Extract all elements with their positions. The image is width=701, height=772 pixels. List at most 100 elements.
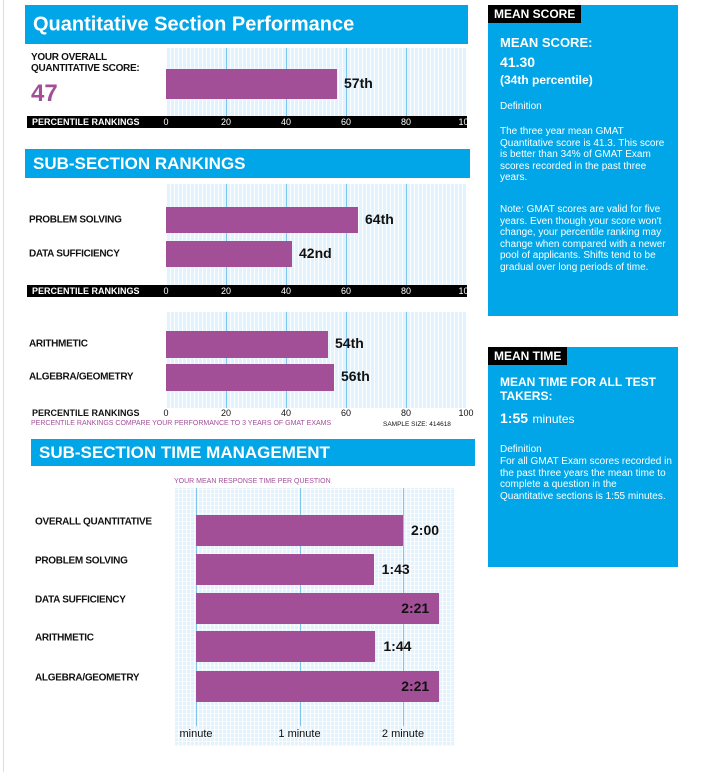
axis-tick-label: 100	[458, 117, 474, 127]
subsection-rankings-axis-1: PERCENTILE RANKINGS 0 20 40 60 80 100	[27, 285, 474, 297]
time-value-label: 2:21	[401, 600, 430, 616]
time-value-label: 2:00	[411, 522, 440, 538]
time-value-label: 1:43	[381, 561, 410, 577]
time-axis-tick-label: minute	[179, 728, 213, 740]
overall-score-label: YOUR OVERALL QUANTITATIVE SCORE:	[31, 52, 140, 74]
overall-score-label-line2: QUANTITATIVE SCORE:	[31, 63, 140, 74]
mean-score-note: Note: GMAT scores are valid for five yea…	[500, 204, 666, 273]
percentile-value-label: 42nd	[299, 245, 332, 261]
percentile-value-label: 56th	[341, 368, 370, 384]
axis-title: PERCENTILE RANKINGS	[32, 286, 140, 296]
category-label-data-sufficiency: DATA SUFFICIENCY	[29, 248, 120, 260]
axis-tick-label: 60	[340, 117, 352, 127]
mean-time-heading: MEAN TIME FOR ALL TEST TAKERS:	[500, 375, 656, 403]
time-management-title: SUB-SECTION TIME MANAGEMENT	[39, 442, 330, 462]
gridline	[346, 184, 347, 286]
mean-score-heading: MEAN SCORE:	[500, 35, 593, 50]
mean-time-value: 1:55	[500, 410, 529, 426]
gridline	[226, 184, 227, 286]
gridline	[286, 312, 287, 408]
axis-tick-label: 0	[163, 408, 169, 418]
time-bar-algebra-geometry	[196, 670, 440, 702]
category-label-arithmetic: ARITHMETIC	[29, 338, 88, 350]
time-category-label-algebra-geometry: ALGEBRA/GEOMETRY	[35, 672, 140, 684]
axis-tick-label: 0	[163, 286, 169, 296]
axis-tick-label: 40	[280, 286, 292, 296]
axis-tick-label: 40	[280, 117, 292, 127]
gridline	[406, 48, 407, 116]
percentile-value-label: 57th	[344, 75, 373, 91]
percentile-bar-arithmetic	[166, 330, 328, 358]
axis-tick-label: 20	[220, 117, 232, 127]
subsection-rankings-banner: SUB-SECTION RANKINGS	[25, 149, 470, 178]
mean-time-tag: MEAN TIME	[488, 347, 568, 365]
page-title-banner: Quantitative Section Performance	[25, 5, 468, 44]
mean-score-tag: MEAN SCORE	[488, 5, 582, 23]
time-category-label-data-sufficiency: DATA SUFFICIENCY	[35, 594, 126, 606]
time-category-label-problem-solving: PROBLEM SOLVING	[35, 555, 128, 567]
mean-score-definition-label: Definition	[500, 101, 542, 112]
time-bar-overall-quantitative	[196, 514, 403, 546]
time-management-banner: SUB-SECTION TIME MANAGEMENT	[31, 439, 475, 466]
time-value-label: 2:21	[401, 678, 430, 694]
gridline	[406, 184, 407, 286]
axis-tick-label: 60	[340, 286, 352, 296]
mean-score-value: 41.30	[500, 54, 536, 70]
page-title: Quantitative Section Performance	[33, 13, 355, 35]
axis-tick-label: 80	[400, 408, 412, 418]
time-bar-arithmetic	[196, 630, 376, 662]
overall-score-value: 47	[31, 80, 58, 107]
mean-score-definition: The three year mean GMAT Quantitative sc…	[500, 126, 665, 183]
axis-tick-label: 100	[458, 408, 474, 418]
time-axis-tick-label: 2 minute	[381, 728, 425, 740]
axis-title: PERCENTILE RANKINGS	[32, 117, 140, 127]
percentile-footnote: PERCENTILE RANKINGS COMPARE YOUR PERFORM…	[31, 420, 332, 427]
gridline	[286, 184, 287, 286]
overall-percentile-chart: 57th	[166, 48, 466, 116]
axis-tick-label: 0	[163, 117, 169, 127]
category-label-problem-solving: PROBLEM SOLVING	[29, 214, 122, 226]
axis-tick-label: 60	[340, 408, 352, 418]
mean-time-unit: minutes	[532, 412, 575, 426]
subsection-rankings-chart-2: 54th 56th	[166, 312, 466, 408]
page-edge-line	[3, 0, 4, 772]
axis-tick-label: 80	[400, 117, 412, 127]
axis-tick-label: 100	[458, 286, 474, 296]
axis-tick-label: 40	[280, 408, 292, 418]
time-bar-problem-solving	[196, 553, 374, 585]
percentile-bar-data-sufficiency	[166, 241, 292, 267]
subsection-rankings-axis-2: PERCENTILE RANKINGS 0 20 40 60 80 100	[27, 408, 474, 418]
percentile-bar-problem-solving	[166, 207, 358, 233]
time-category-label-overall-quantitative: OVERALL QUANTITATIVE	[35, 516, 152, 528]
mean-time-definition-label: Definition	[500, 444, 542, 455]
time-axis-tick-label: 1 minute	[278, 728, 321, 740]
overall-percentile-axis: PERCENTILE RANKINGS 0 20 40 60 80 100	[27, 116, 474, 128]
percentile-bar-your-overall-quantitative-score	[166, 69, 337, 99]
time-value-label: 1:44	[383, 638, 412, 654]
percentile-bar-algebra-geometry	[166, 363, 334, 391]
time-management-chart: 2:00 1:43 2:21 1:44 2:21	[174, 488, 455, 746]
axis-title: PERCENTILE RANKINGS	[32, 408, 140, 418]
time-chart-subtitle: YOUR MEAN RESPONSE TIME PER QUESTION	[174, 478, 331, 485]
gridline	[226, 312, 227, 408]
axis-tick-label: 20	[220, 408, 232, 418]
subsection-rankings-chart-1: 64th 42nd	[166, 184, 466, 286]
gridline	[346, 48, 347, 116]
subsection-rankings-title: SUB-SECTION RANKINGS	[33, 153, 246, 173]
time-category-label-arithmetic: ARITHMETIC	[35, 632, 94, 644]
mean-time-definition: For all GMAT Exam scores recorded in the…	[500, 456, 672, 502]
gridline	[406, 312, 407, 408]
axis-tick-label: 20	[220, 286, 232, 296]
axis-tick-label: 80	[400, 286, 412, 296]
gridline	[346, 312, 347, 408]
percentile-value-label: 54th	[335, 335, 364, 351]
time-bar-data-sufficiency	[196, 592, 440, 624]
mean-time-value-row: 1:55 minutes	[500, 410, 575, 428]
mean-time-panel: MEAN TIME MEAN TIME FOR ALL TEST TAKERS:…	[488, 347, 678, 567]
category-label-algebra-geometry: ALGEBRA/GEOMETRY	[29, 371, 134, 383]
sample-size: SAMPLE SIZE: 414618	[383, 421, 451, 428]
mean-score-panel: MEAN SCORE MEAN SCORE: 41.30 (34th perce…	[488, 5, 678, 316]
mean-score-percentile: (34th percentile)	[500, 73, 593, 87]
overall-score-label-line1: YOUR OVERALL	[31, 52, 107, 63]
percentile-value-label: 64th	[365, 211, 394, 227]
